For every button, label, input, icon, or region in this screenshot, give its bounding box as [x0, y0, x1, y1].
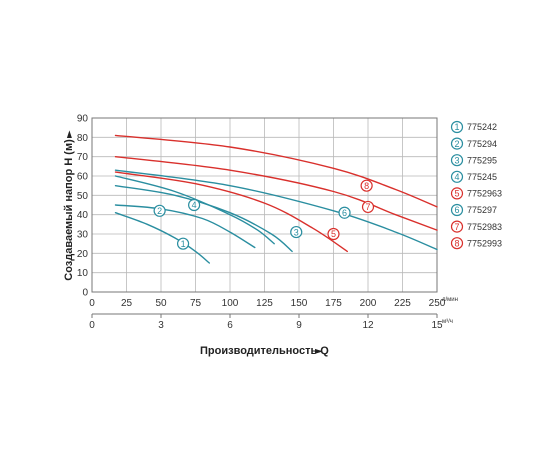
y-tick-label: 0: [82, 288, 88, 299]
curve-markers: 1 2 3 4 5 6 7 8: [153, 179, 375, 250]
legend-marker-label: 4: [454, 172, 459, 182]
x-axis-title-arrow: ►: [315, 346, 323, 357]
legend-entry-text: 775297: [467, 205, 497, 215]
y-tick-label: 30: [77, 230, 89, 241]
x-axis-title: Производительность Q: [200, 345, 329, 357]
curve-775245: [114, 175, 275, 245]
curve-marker-label: 5: [331, 229, 336, 239]
legend-entry-text: 7752993: [467, 238, 502, 248]
legend-marker-2: [450, 137, 464, 150]
legend-marker-label: 8: [454, 238, 459, 248]
legend-entry-text: 775242: [467, 122, 497, 132]
curve-marker-label: 3: [294, 227, 299, 237]
x-tick-label: 100: [222, 298, 239, 309]
legend-marker-3: [450, 154, 464, 167]
x-tick-label: 200: [360, 298, 377, 309]
y-axis-title-arrow: ►: [64, 130, 75, 138]
x2-tick-label: 3: [158, 320, 164, 331]
curve-775295: [114, 185, 293, 253]
legend-marker-8: [450, 237, 464, 250]
curve-marker-6: [338, 206, 351, 219]
y-tick-label: 10: [77, 268, 89, 279]
curve-7752983: [114, 156, 438, 231]
legend-marker-label: 2: [454, 139, 459, 149]
curve-marker-label: 6: [342, 208, 347, 218]
curve-marker-5: [327, 227, 340, 241]
curve-marker-4: [188, 198, 201, 212]
x-tick-label: 0: [89, 298, 95, 309]
legend-entry-text: 775295: [467, 155, 497, 165]
y-tick-label: 20: [77, 249, 89, 260]
curve-marker-label: 2: [157, 206, 162, 216]
x-tick-label: 250: [429, 298, 446, 309]
curve-7752993: [114, 134, 438, 208]
curve-7752963: [114, 171, 348, 253]
x-tick-label: 150: [291, 298, 308, 309]
curve-marker-label: 8: [364, 181, 369, 191]
legend-marker-label: 6: [454, 205, 459, 215]
x2-tick-label: 9: [296, 320, 302, 331]
y-tick-label: 40: [77, 210, 89, 221]
curve-775294: [114, 204, 256, 249]
legend-marker-label: 3: [454, 155, 459, 165]
y-tick-label: 50: [77, 191, 89, 202]
legend-marker-label: 7: [454, 222, 459, 232]
legend-entry-text: 775245: [467, 172, 497, 182]
curve-775297: [114, 169, 438, 251]
x2-tick-label: 12: [362, 320, 374, 331]
y-tick-label: 70: [77, 152, 89, 163]
x2-tick-label: 15: [431, 320, 443, 331]
x-tick-label: 75: [190, 298, 202, 309]
legend-marker-6: [450, 203, 464, 217]
legend-marker-4: [450, 170, 464, 183]
plot-frame: [91, 117, 438, 293]
curve-775242: [114, 212, 210, 264]
curve-marker-label: 1: [181, 239, 186, 249]
curve-marker-2: [153, 204, 166, 217]
legend-entry-text: 775294: [467, 139, 497, 149]
x2-tick-label: 6: [227, 320, 233, 331]
x-tick-label: 225: [394, 298, 411, 309]
x2-tick-label: 0: [89, 320, 95, 331]
curve-marker-label: 4: [192, 200, 197, 210]
legend-marker-1: [450, 120, 464, 134]
legend-marker-label: 1: [454, 122, 459, 132]
x-tick-label: 50: [155, 298, 167, 309]
curve-marker-label: 7: [365, 202, 370, 212]
y-tick-label: 60: [77, 172, 89, 183]
y-tick-label: 90: [77, 114, 89, 125]
x-tick-label: 25: [121, 298, 133, 309]
x-tick-label: 175: [325, 298, 342, 309]
legend: 1 775242 2 775294 3 775295 4 775245 5 7752963 6 775…: [450, 120, 502, 250]
legend-marker-5: [450, 187, 464, 200]
curve-marker-8: [360, 179, 373, 192]
y-tick-label: 80: [77, 133, 89, 144]
grid: [91, 117, 438, 293]
legend-marker-7: [450, 220, 464, 233]
curve-marker-3: [290, 225, 303, 239]
curve-marker-7: [361, 200, 375, 214]
curves: [114, 134, 438, 264]
x-unit-label: л/мин: [442, 297, 458, 303]
curve-marker-1: [176, 237, 190, 250]
legend-entry-text: 7752983: [467, 222, 502, 232]
x2-unit-label: м³/ч: [442, 319, 453, 325]
y-axis-title: Создаваемый напор H (м): [63, 139, 75, 281]
legend-entry-text: 7752963: [467, 189, 502, 199]
x-tick-label: 125: [256, 298, 273, 309]
legend-marker-label: 5: [454, 189, 459, 199]
